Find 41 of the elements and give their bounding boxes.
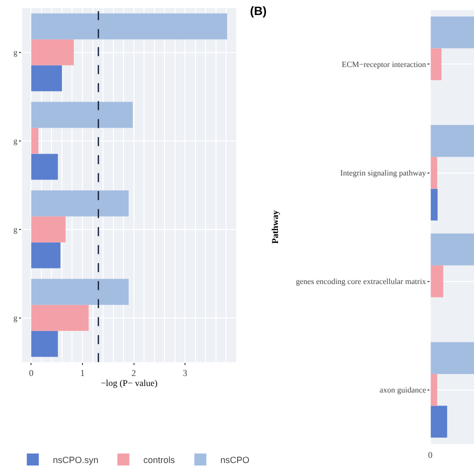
legend-label: controls [143,455,176,466]
bar [430,48,442,80]
text: (B) [250,4,267,18]
y-tick-label: genes encoding core extracellular matrix [296,277,426,286]
bar [31,242,60,268]
bar [31,102,133,128]
x-tick-label: 3 [182,368,188,378]
bar [31,65,62,92]
x-tick-label: 0 [28,368,34,378]
bar [430,125,474,157]
x-axis-title: −log (P− value) [100,378,158,388]
bar [430,342,474,374]
text: 0 [428,450,433,460]
bar [430,188,438,221]
legend-label: nsCPO.syn [52,455,98,466]
y-tick-label: Integrin signaling pathway [340,168,426,178]
bar [31,39,74,66]
bar [430,234,474,266]
bar [31,216,66,242]
bar [31,128,38,154]
y-tick-label: g [13,314,18,323]
y-tick-label: g [13,225,18,234]
bar [31,13,228,40]
bar [430,374,438,406]
bar [31,330,58,357]
y-tick-label: g [13,48,18,58]
y-axis-title: Pathway [270,210,280,244]
y-tick-label: g [13,136,18,146]
x-tick-label: 1 [80,368,85,378]
bar [430,265,444,298]
bar [430,16,474,48]
x-tick-label: 2 [132,368,136,378]
bar [31,190,129,216]
bar [31,278,129,305]
legend-label: nsCPO [220,455,250,466]
y-tick-label: axon guidance [380,386,426,395]
bar [31,304,89,331]
bar [31,154,58,180]
y-tick-label: ECM−receptor interaction [342,60,426,70]
bar [430,406,448,438]
bar [430,156,438,189]
